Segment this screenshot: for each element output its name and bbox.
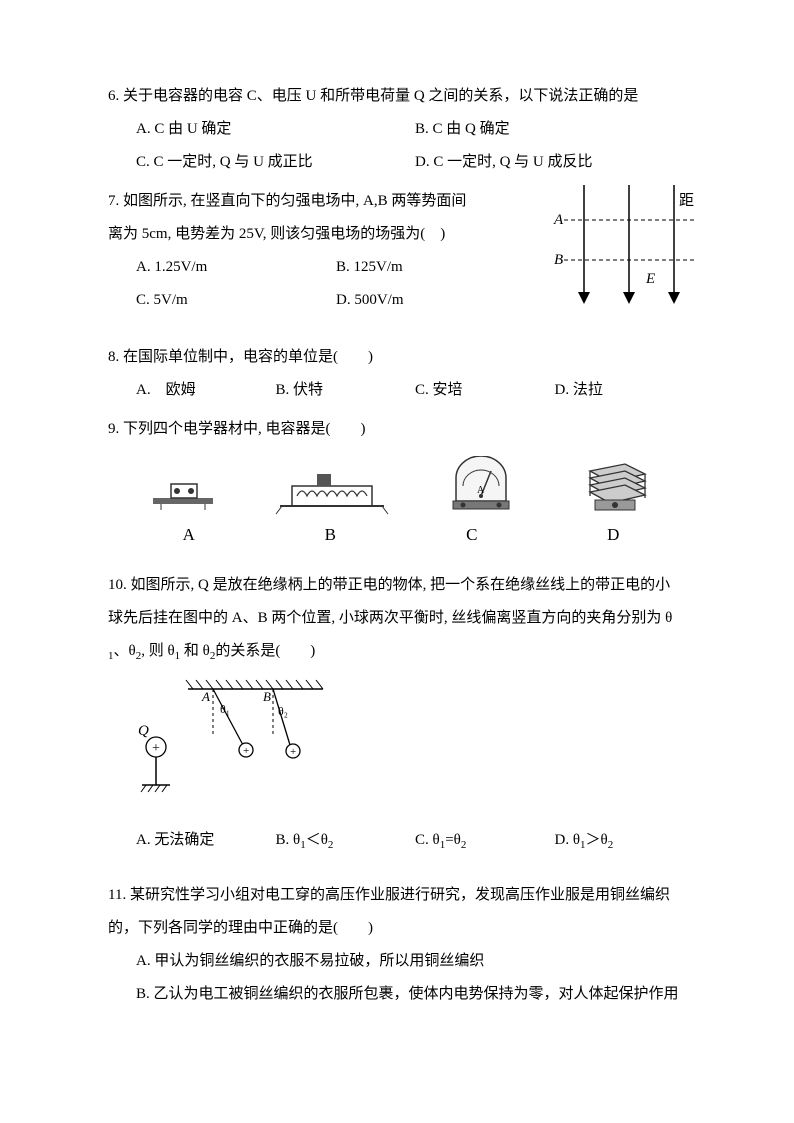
q9-device-b bbox=[272, 466, 392, 516]
q10-line1: 10. 如图所示, Q 是放在绝缘柄上的带正电的物体, 把一个系在绝缘丝线上的带… bbox=[108, 569, 694, 602]
q8-opt-a: A. 欧姆 bbox=[136, 374, 276, 407]
q9-label-d: D bbox=[543, 516, 685, 553]
q6-opt-d: D. C 一定时, Q 与 U 成反比 bbox=[415, 146, 694, 179]
q10-line2: 球先后挂在图中的 A、B 两个位置, 小球两次平衡时, 丝线偏离竖直方向的夹角分… bbox=[108, 602, 694, 635]
q11-opt-b: B. 乙认为电工被铜丝编织的衣服所包裹，使体内电势保持为零，对人体起保护作用 bbox=[108, 978, 694, 1011]
question-11: 11. 某研究性学习小组对电工穿的高压作业服进行研究，发现高压作业服是用铜丝编织… bbox=[108, 879, 694, 1011]
q9-svg-d bbox=[570, 456, 660, 516]
q10-label-b: B bbox=[263, 689, 271, 704]
q10-diagram: + A θ₁ + B θ₂ + Q bbox=[108, 677, 694, 810]
q9-device-a bbox=[143, 466, 223, 516]
q8-opt-c: C. 安培 bbox=[415, 374, 555, 407]
q7-opt-c: C. 5V/m bbox=[136, 284, 336, 317]
q6-options-1: A. C 由 U 确定 B. C 由 Q 确定 bbox=[108, 113, 694, 146]
q7-field-diagram: A B E bbox=[544, 180, 714, 310]
q10-opt-b: B. θ1＜θ2 bbox=[276, 824, 416, 857]
q10b1: B. θ bbox=[276, 832, 301, 848]
q9-svg-c: A bbox=[441, 456, 521, 516]
q6-options-2: C. C 一定时, Q 与 U 成正比 D. C 一定时, Q 与 U 成反比 bbox=[108, 146, 694, 179]
q10-l3d: 的关系是( ) bbox=[215, 643, 315, 659]
q10-opt-a: A. 无法确定 bbox=[136, 824, 276, 857]
q7-stem1-text: 7. 如图所示, 在竖直向下的匀强电场中, A,B 两等势面间 bbox=[108, 185, 466, 218]
svg-text:+: + bbox=[290, 746, 296, 758]
q8-stem: 8. 在国际单位制中，电容的单位是( ) bbox=[108, 341, 694, 374]
q9-device-c: A bbox=[441, 456, 521, 516]
q7-label-a: A bbox=[553, 212, 564, 228]
question-6: 6. 关于电容器的电容 C、电压 U 和所带电荷量 Q 之间的关系，以下说法正确… bbox=[108, 80, 694, 179]
q10d2: ＞θ bbox=[586, 832, 608, 848]
q7-opt-b: B. 125V/m bbox=[336, 251, 403, 284]
question-7: A B E 7. 如图所示, 在竖直向下的匀强电场中, A,B 两等势面间 距 … bbox=[108, 185, 694, 317]
q9-device-d bbox=[570, 456, 660, 516]
q9-label-b: B bbox=[260, 516, 402, 553]
q10c1: C. θ bbox=[415, 832, 440, 848]
q10-line3: 1、θ2, 则 θ1 和 θ2的关系是( ) bbox=[108, 635, 694, 668]
q10-svg: + A θ₁ + B θ₂ + Q bbox=[138, 677, 328, 797]
q10-opt-c: C. θ1=θ2 bbox=[415, 824, 555, 857]
q8-options: A. 欧姆 B. 伏特 C. 安培 D. 法拉 bbox=[108, 374, 694, 407]
q10-opt-d: D. θ1＞θ2 bbox=[555, 824, 695, 857]
q6-opt-b: B. C 由 Q 确定 bbox=[415, 113, 694, 146]
q9-svg-b bbox=[272, 466, 392, 516]
q9-svg-a bbox=[143, 466, 223, 516]
q10b-s2: 2 bbox=[328, 839, 334, 851]
q10-theta2: θ₂ bbox=[278, 704, 288, 718]
q7-opt-d: D. 500V/m bbox=[336, 284, 404, 317]
q10b2: ＜θ bbox=[306, 832, 328, 848]
q7-label-e: E bbox=[645, 271, 655, 287]
q9-label-a: A bbox=[118, 516, 260, 553]
q8-opt-b: B. 伏特 bbox=[276, 374, 416, 407]
q11-line2: 的，下列各同学的理由中正确的是( ) bbox=[108, 912, 694, 945]
q11-opt-a: A. 甲认为铜丝编织的衣服不易拉破，所以用铜丝编织 bbox=[108, 945, 694, 978]
q10-theta1: θ₁ bbox=[220, 702, 230, 716]
svg-text:+: + bbox=[152, 741, 160, 756]
q10c2: =θ bbox=[445, 832, 461, 848]
question-10: 10. 如图所示, Q 是放在绝缘柄上的带正电的物体, 把一个系在绝缘丝线上的带… bbox=[108, 569, 694, 856]
q10-l3b: , 则 θ bbox=[141, 643, 174, 659]
q9-stem: 9. 下列四个电学器材中, 电容器是( ) bbox=[108, 413, 694, 446]
q9-label-c: C bbox=[401, 516, 543, 553]
q10-l3c: 和 θ bbox=[180, 643, 210, 659]
q10c-s2: 2 bbox=[461, 839, 467, 851]
q9-images: A bbox=[108, 446, 694, 516]
question-9: 9. 下列四个电学器材中, 电容器是( ) bbox=[108, 413, 694, 553]
q8-opt-d: D. 法拉 bbox=[555, 374, 695, 407]
q6-stem: 6. 关于电容器的电容 C、电压 U 和所带电荷量 Q 之间的关系，以下说法正确… bbox=[108, 80, 694, 113]
q10-label-q: Q bbox=[138, 723, 149, 739]
q6-opt-a: A. C 由 U 确定 bbox=[136, 113, 415, 146]
question-8: 8. 在国际单位制中，电容的单位是( ) A. 欧姆 B. 伏特 C. 安培 D… bbox=[108, 341, 694, 407]
q7-opt-a: A. 1.25V/m bbox=[136, 251, 336, 284]
q10-options: A. 无法确定 B. θ1＜θ2 C. θ1=θ2 D. θ1＞θ2 bbox=[108, 824, 694, 857]
q7-label-b: B bbox=[554, 252, 563, 268]
q10-label-a: A bbox=[201, 689, 210, 704]
q10-l3a: 、θ bbox=[114, 643, 136, 659]
q10d1: D. θ bbox=[555, 832, 581, 848]
q11-line1: 11. 某研究性学习小组对电工穿的高压作业服进行研究，发现高压作业服是用铜丝编织 bbox=[108, 879, 694, 912]
q6-opt-c: C. C 一定时, Q 与 U 成正比 bbox=[136, 146, 415, 179]
svg-text:+: + bbox=[243, 745, 249, 757]
q9-labels: A B C D bbox=[108, 516, 694, 553]
svg-text:A: A bbox=[477, 485, 485, 496]
q10d-s2: 2 bbox=[608, 839, 614, 851]
